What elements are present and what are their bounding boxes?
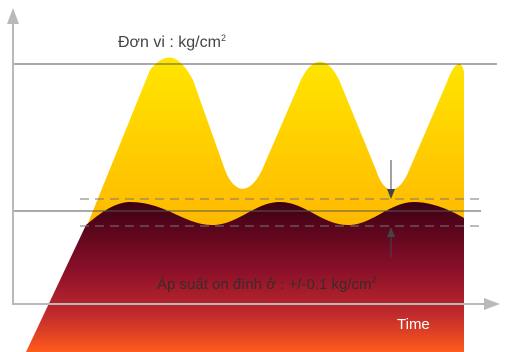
unit-label-superscript: 2 (221, 33, 226, 43)
pressure-tolerance-text: Áp suất on đình ở : +/-0.1 kg/cm (157, 276, 372, 293)
pressure-tolerance-superscript: 2 (372, 275, 377, 285)
unit-label-text: Đơn vi : kg/cm (118, 34, 221, 51)
y-axis-arrow (7, 8, 19, 24)
time-axis-label: Time (397, 317, 430, 332)
pressure-tolerance-label: Áp suất on đình ở : +/-0.1 kg/cm2 (157, 276, 377, 292)
x-axis-arrow (484, 298, 500, 310)
unit-label: Đơn vi : kg/cm2 (118, 34, 226, 51)
